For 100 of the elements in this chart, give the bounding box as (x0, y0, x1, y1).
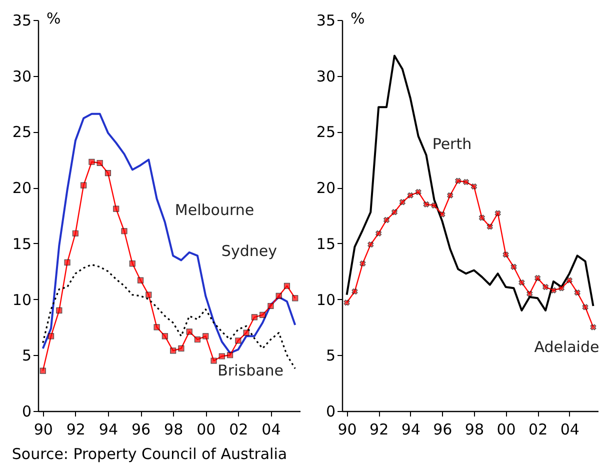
point (558, 285, 564, 292)
y-tick-label: 35 (12, 12, 32, 30)
y-axis-title: % (350, 10, 365, 28)
point (510, 264, 517, 270)
point (218, 353, 225, 360)
x-tick-label: 00 (196, 420, 216, 438)
point (154, 324, 160, 330)
point (431, 202, 438, 208)
series-label: Adelaide (534, 338, 600, 356)
point (502, 252, 509, 258)
point (360, 260, 366, 267)
point (292, 295, 298, 302)
point (590, 324, 596, 330)
point (550, 287, 556, 294)
point (210, 358, 217, 364)
point (243, 330, 250, 336)
y-tick-label: 35 (316, 12, 336, 30)
x-tick-label: 00 (496, 420, 516, 438)
point (470, 183, 477, 190)
point (518, 280, 525, 286)
x-tick-label: 92 (370, 420, 389, 438)
y-tick-label: 20 (12, 179, 32, 198)
point (534, 275, 541, 282)
point (284, 282, 290, 289)
point (447, 192, 454, 198)
x-tick-label: 96 (433, 420, 452, 438)
series-label: Melbourne (174, 201, 254, 220)
x-tick-label: 04 (560, 420, 580, 438)
x-tick-label: 94 (98, 420, 118, 438)
point (72, 230, 78, 236)
y-tick-label: 5 (22, 346, 32, 365)
y-axis-title: % (46, 10, 61, 28)
point (137, 277, 144, 284)
point (113, 206, 120, 212)
point (268, 302, 274, 310)
point (423, 201, 430, 208)
point (40, 368, 46, 374)
point (276, 292, 282, 299)
line-series (346, 54, 594, 312)
point (463, 178, 470, 185)
point (574, 290, 580, 296)
y-tick-label: 25 (12, 123, 32, 142)
x-tick-label: 02 (528, 420, 548, 438)
point (178, 345, 184, 352)
x-tick-label: 90 (338, 420, 357, 438)
source-note: Source: Property Council of Australia (12, 445, 288, 463)
y-tick-label: 5 (326, 346, 336, 365)
point (146, 292, 152, 298)
y-tick-label: 0 (326, 402, 336, 420)
point (391, 209, 398, 216)
x-tick-label: 02 (229, 420, 248, 438)
point (368, 242, 374, 248)
point (56, 307, 62, 314)
point (96, 160, 103, 166)
series-label: Brisbane (218, 361, 284, 380)
point (376, 230, 382, 236)
point (494, 210, 501, 216)
point (260, 312, 266, 318)
point (526, 290, 533, 297)
x-tick-label: 04 (262, 420, 281, 438)
point (88, 158, 95, 165)
x-tick-label: 98 (164, 420, 184, 438)
point (542, 284, 549, 290)
point (202, 333, 209, 340)
x-tick-label: 96 (131, 420, 151, 438)
y-tick-label: 30 (316, 67, 336, 86)
y-tick-label: 25 (316, 123, 336, 142)
point (566, 277, 572, 284)
point (64, 259, 70, 266)
y-tick-label: 15 (316, 234, 336, 253)
point (129, 260, 136, 267)
y-tick-label: 15 (12, 234, 32, 253)
point (415, 189, 422, 196)
point (186, 328, 192, 335)
point (162, 333, 168, 340)
point (478, 214, 485, 221)
y-tick-label: 0 (22, 402, 32, 420)
point (226, 352, 234, 358)
point (582, 304, 588, 310)
point (352, 288, 358, 294)
x-tick-label: 92 (66, 420, 86, 438)
point (399, 199, 406, 206)
point (121, 228, 128, 234)
point (104, 170, 112, 176)
point (48, 333, 54, 340)
x-tick-label: 90 (34, 420, 53, 438)
series-label: Sydney (221, 242, 278, 260)
y-tick-label: 20 (316, 179, 336, 198)
point (235, 338, 242, 344)
series-label: Perth (432, 135, 472, 154)
y-tick-label: 10 (316, 290, 336, 309)
y-tick-label: 30 (12, 67, 32, 86)
point (80, 182, 87, 188)
point (194, 336, 201, 343)
point (407, 192, 414, 198)
point (344, 300, 350, 306)
point (455, 178, 462, 184)
point (486, 224, 493, 230)
x-tick-label: 98 (464, 420, 484, 438)
x-tick-label: 94 (401, 420, 420, 438)
